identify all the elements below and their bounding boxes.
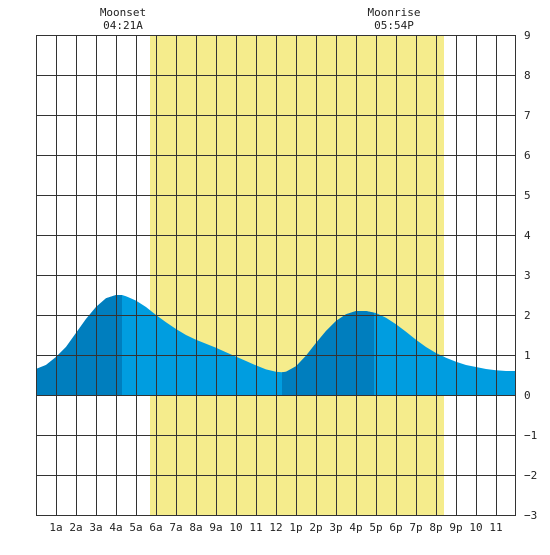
y-tick-label: 6 — [524, 149, 531, 162]
x-tick-label: 7a — [169, 521, 182, 534]
x-tick-label: 4a — [109, 521, 122, 534]
y-tick-label: −2 — [524, 469, 537, 482]
x-tick-label: 6a — [149, 521, 162, 534]
x-tick-label: 9p — [449, 521, 462, 534]
moon-event-time: 05:54P — [374, 19, 414, 32]
x-tick-label: 1a — [49, 521, 62, 534]
y-tick-label: 0 — [524, 389, 531, 402]
y-tick-label: 2 — [524, 309, 531, 322]
x-tick-label: 10 — [469, 521, 482, 534]
y-tick-label: 7 — [524, 109, 531, 122]
y-tick-label: 3 — [524, 269, 531, 282]
x-tick-label: 4p — [349, 521, 362, 534]
moon-event-time: 04:21A — [103, 19, 143, 32]
x-tick-label: 6p — [389, 521, 402, 534]
y-tick-label: 4 — [524, 229, 531, 242]
tide-area-rising-2 — [282, 311, 374, 395]
x-tick-label: 11 — [249, 521, 262, 534]
y-tick-label: −3 — [524, 509, 537, 522]
x-tick-label: 7p — [409, 521, 422, 534]
x-tick-label: 8p — [429, 521, 442, 534]
x-tick-label: 8a — [189, 521, 202, 534]
x-tick-label: 2p — [309, 521, 322, 534]
x-tick-label: 3a — [89, 521, 102, 534]
moon-event-title: Moonrise — [368, 6, 421, 19]
x-tick-label: 10 — [229, 521, 242, 534]
y-tick-label: −1 — [524, 429, 537, 442]
y-tick-label: 9 — [524, 29, 531, 42]
x-tick-label: 2a — [69, 521, 82, 534]
moon-event-title: Moonset — [100, 6, 146, 19]
y-tick-label: 5 — [524, 189, 531, 202]
x-tick-label: 5a — [129, 521, 142, 534]
x-tick-label: 5p — [369, 521, 382, 534]
x-tick-label: 3p — [329, 521, 342, 534]
y-tick-label: 1 — [524, 349, 531, 362]
tide-area-rising-1 — [36, 295, 122, 395]
x-tick-label: 9a — [209, 521, 222, 534]
x-tick-label: 1p — [289, 521, 302, 534]
x-tick-label: 12 — [269, 521, 282, 534]
y-tick-label: 8 — [524, 69, 531, 82]
x-tick-label: 11 — [489, 521, 502, 534]
plot-frame — [36, 35, 516, 516]
